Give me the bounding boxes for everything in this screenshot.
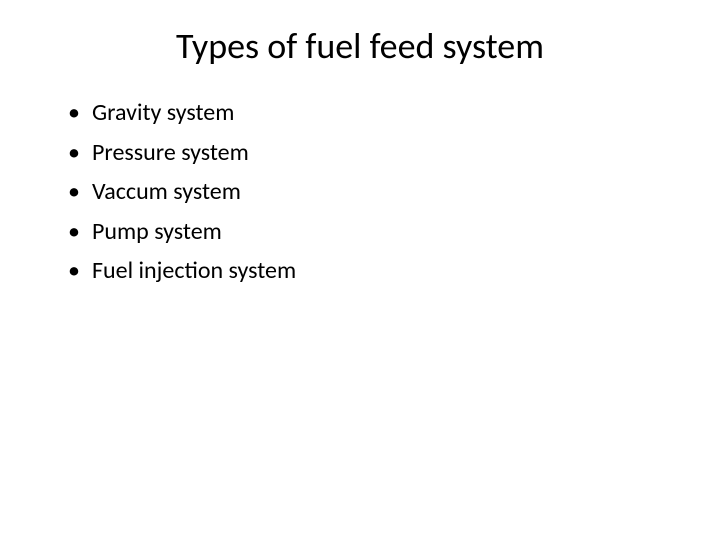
bullet-item: Pressure system xyxy=(68,136,672,170)
bullet-list: Gravity system Pressure system Vaccum sy… xyxy=(48,96,672,288)
bullet-item: Pump system xyxy=(68,215,672,249)
slide-container: Types of fuel feed system Gravity system… xyxy=(0,0,720,540)
slide-title: Types of fuel feed system xyxy=(48,24,672,68)
bullet-item: Gravity system xyxy=(68,96,672,130)
bullet-item: Vaccum system xyxy=(68,175,672,209)
bullet-item: Fuel injection system xyxy=(68,254,672,288)
